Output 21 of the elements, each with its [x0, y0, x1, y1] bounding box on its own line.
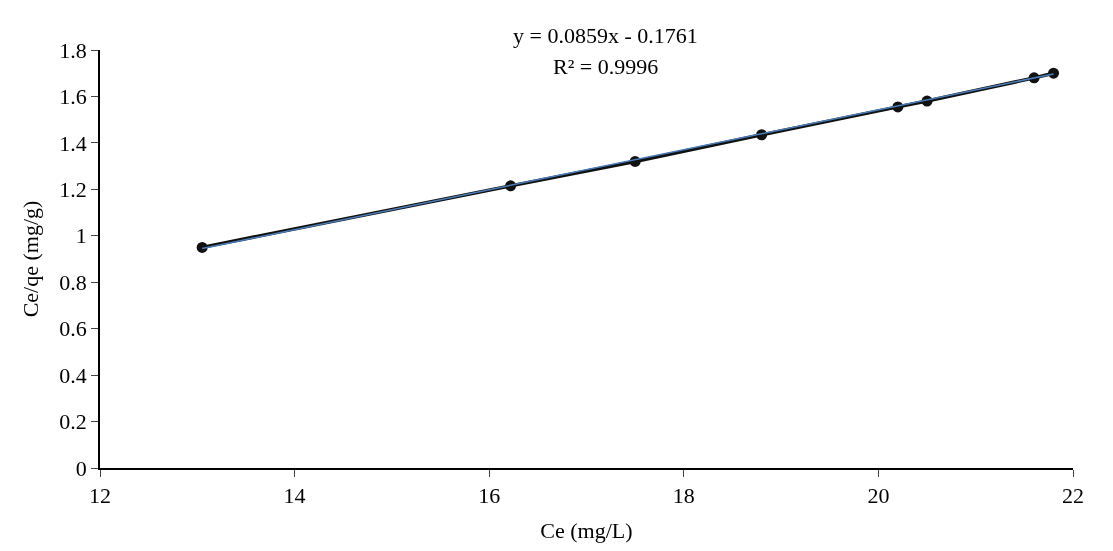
x-tick-label: 22	[1062, 483, 1084, 509]
annotation: R² = 0.9996	[553, 54, 659, 79]
y-tick-label: 0.6	[59, 316, 87, 342]
y-tick-label: 0	[75, 455, 87, 481]
y-tick-label: 0.8	[59, 269, 87, 295]
x-tick-label: 16	[478, 483, 501, 509]
y-tick-label: 1.6	[59, 84, 87, 110]
text: y = 0.0859x - 0.1761	[513, 23, 698, 48]
y-tick-label: 1	[75, 223, 87, 249]
x-axis-title: Ce (mg/L)	[540, 517, 633, 543]
y-tick-label: 1.4	[59, 130, 87, 156]
y-tick-label: 1.8	[59, 37, 87, 63]
x-tick-label: 12	[89, 483, 111, 509]
y-axis-title: Ce/qe (mg/g)	[17, 200, 43, 318]
y-tick-label: 0.2	[59, 409, 87, 435]
x-tick-label: 20	[867, 483, 890, 509]
x-tick-label: 14	[283, 483, 306, 509]
y-tick-label: 1.2	[59, 177, 87, 203]
point	[1048, 67, 1060, 79]
y-tick-label: 0.4	[59, 362, 87, 388]
x-tick-label: 18	[672, 483, 695, 509]
